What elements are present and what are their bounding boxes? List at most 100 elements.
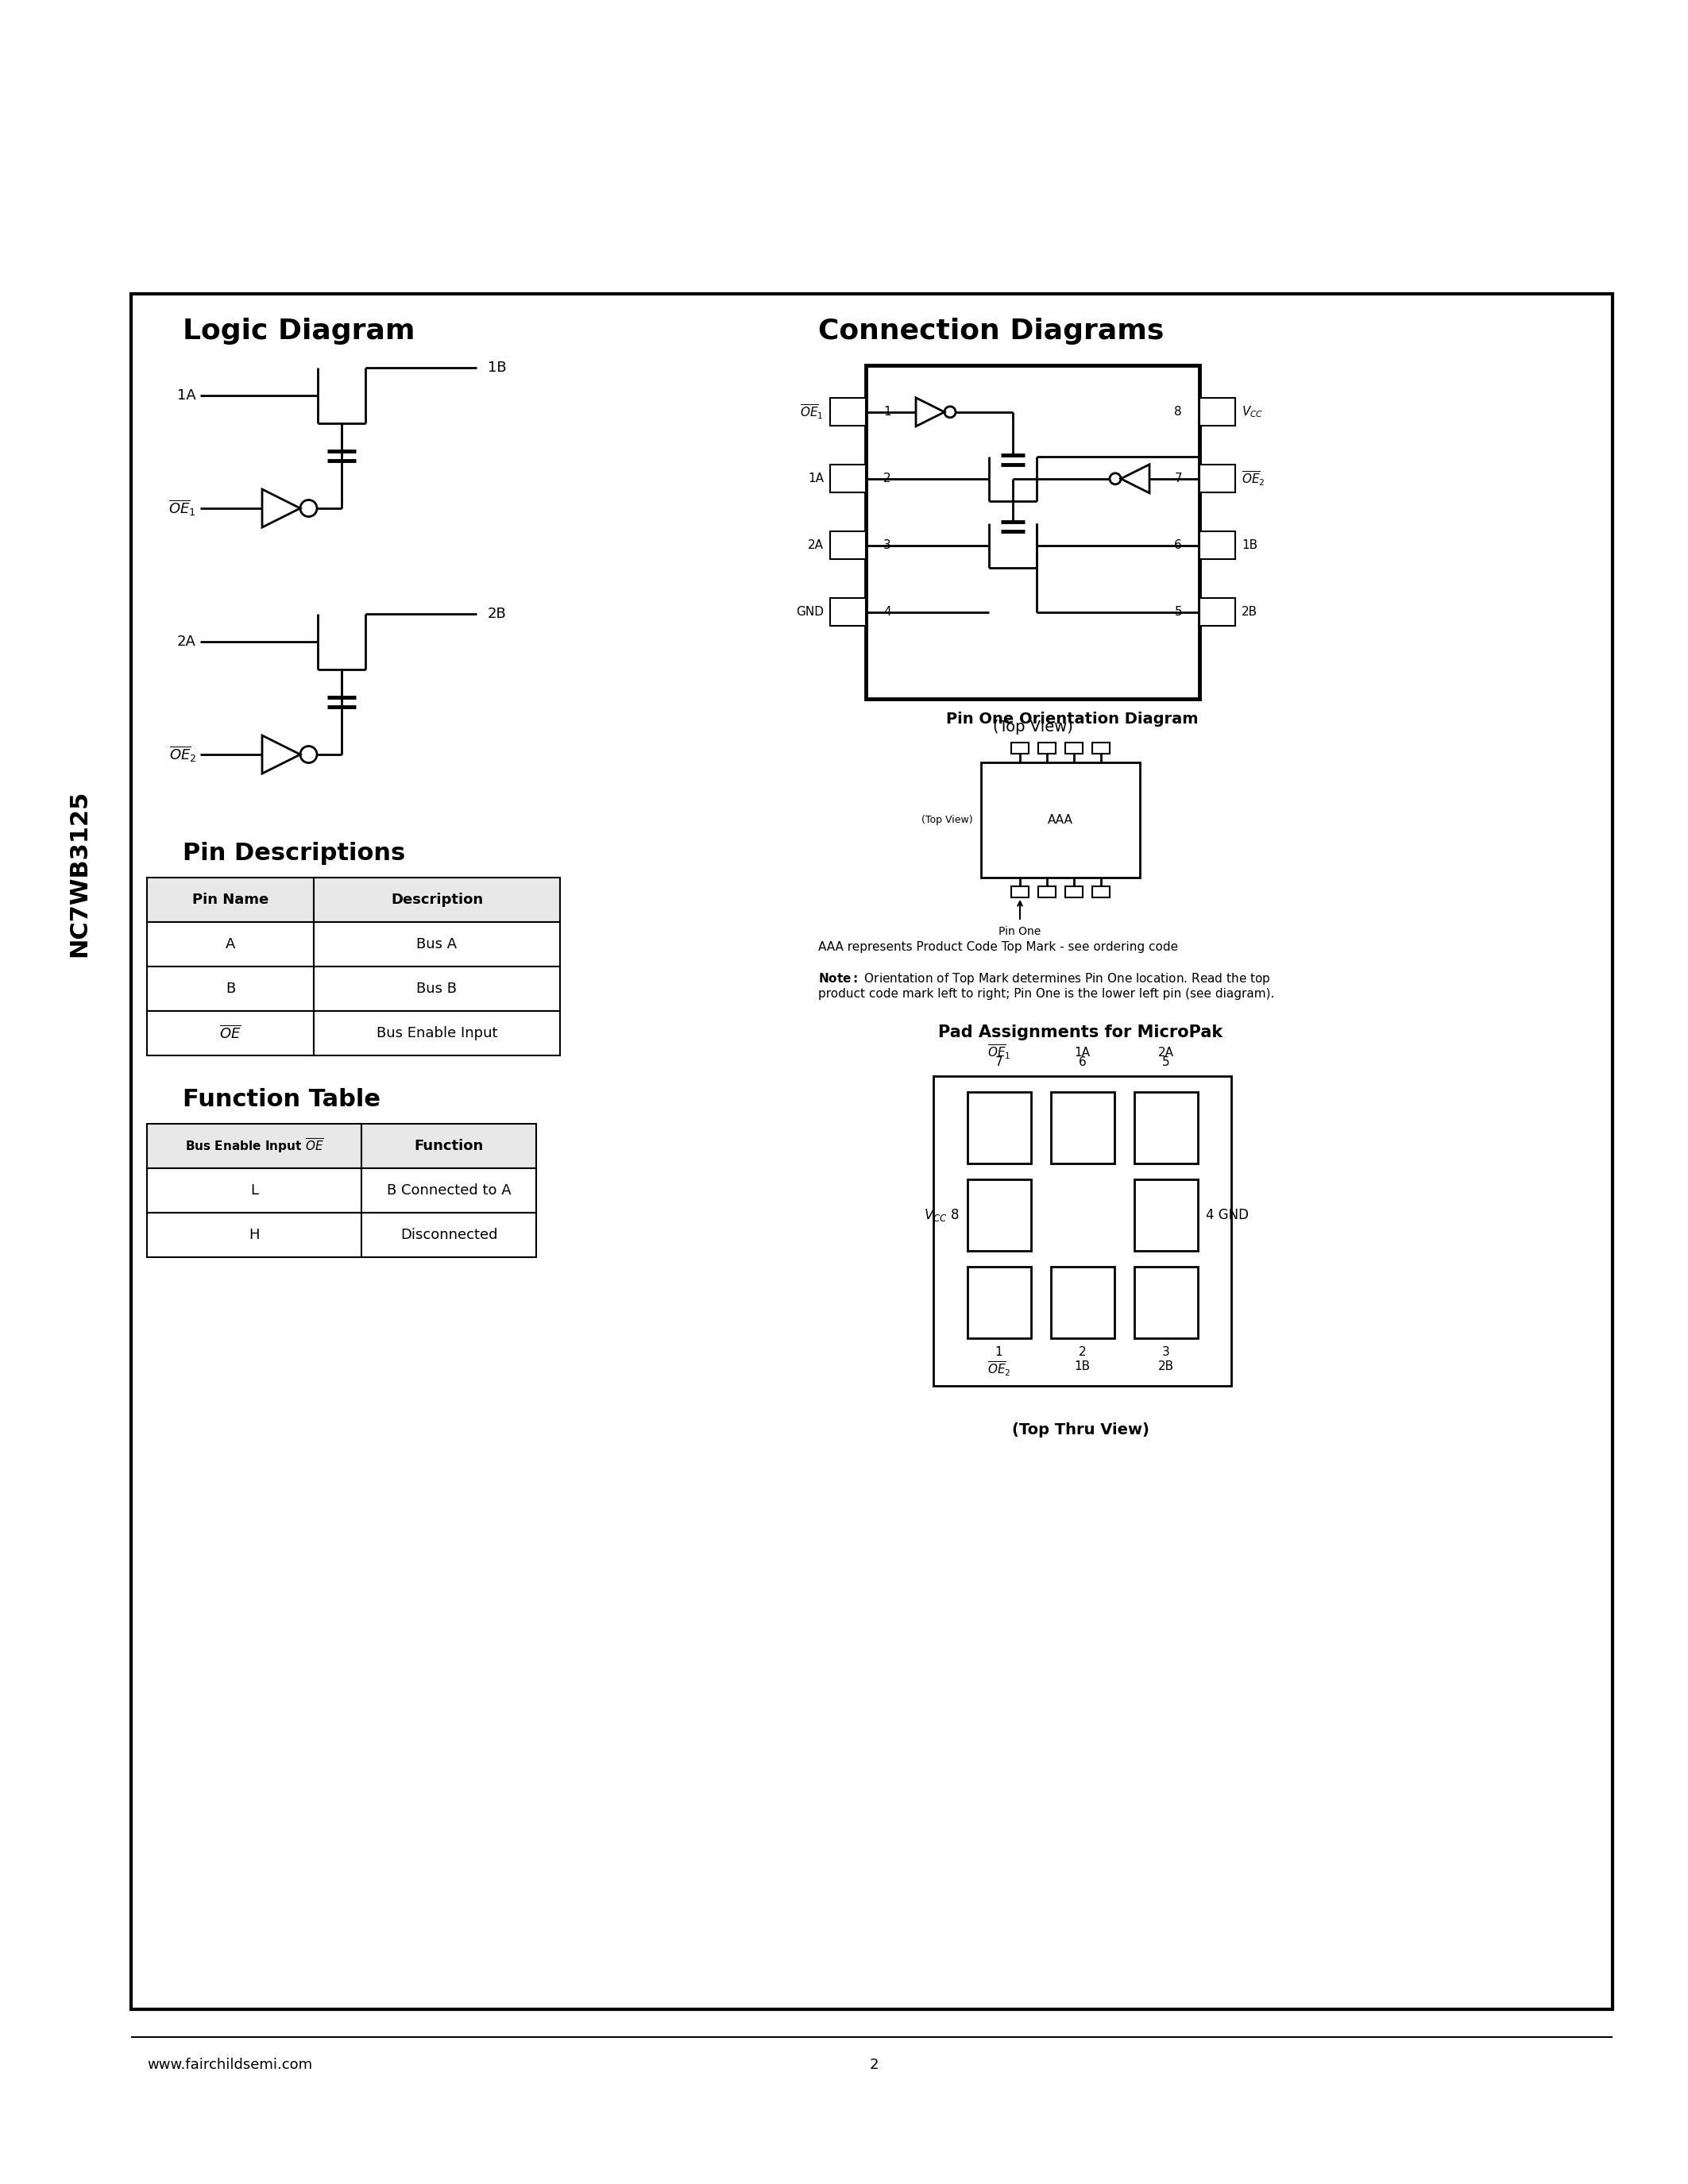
Bar: [981, 762, 1139, 878]
Text: $\bf{Note:}$ Orientation of Top Mark determines Pin One location. Read the top
p: $\bf{Note:}$ Orientation of Top Mark det…: [819, 972, 1274, 1000]
Text: 2A: 2A: [809, 539, 824, 550]
Bar: [361, 1168, 537, 1212]
Text: 6: 6: [1175, 539, 1182, 550]
Bar: [830, 598, 866, 627]
Text: 1A: 1A: [809, 472, 824, 485]
Text: 1B: 1B: [488, 360, 506, 376]
Text: (Top View): (Top View): [993, 719, 1074, 734]
Bar: [1038, 887, 1055, 898]
Text: $\overline{OE}_2$: $\overline{OE}_2$: [1242, 470, 1264, 487]
Bar: [1092, 743, 1109, 753]
Bar: [314, 922, 560, 968]
Text: 1B: 1B: [1074, 1361, 1090, 1372]
Bar: [933, 1077, 1231, 1387]
Bar: [147, 1125, 361, 1168]
Text: Bus Enable Input $\overline{OE}$: Bus Enable Input $\overline{OE}$: [184, 1138, 324, 1155]
Text: 2B: 2B: [1242, 607, 1258, 618]
Text: Pin One: Pin One: [999, 926, 1041, 937]
Bar: [147, 1212, 361, 1258]
Text: $\overline{OE}_1$: $\overline{OE}_1$: [169, 498, 196, 518]
Text: Pin Descriptions: Pin Descriptions: [182, 841, 405, 865]
Bar: [866, 365, 1200, 699]
Text: 4: 4: [883, 607, 891, 618]
Text: Bus Enable Input: Bus Enable Input: [376, 1026, 498, 1040]
Text: AAA represents Product Code Top Mark - see ordering code: AAA represents Product Code Top Mark - s…: [819, 941, 1178, 952]
Bar: [1011, 743, 1028, 753]
Text: Disconnected: Disconnected: [400, 1227, 498, 1243]
Text: 2: 2: [1079, 1345, 1085, 1358]
Bar: [1134, 1179, 1197, 1251]
Text: 2: 2: [869, 2057, 878, 2073]
Text: 2A: 2A: [1158, 1046, 1173, 1059]
Bar: [1065, 743, 1082, 753]
Bar: [967, 1092, 1031, 1164]
Bar: [967, 1179, 1031, 1251]
Text: $V_{CC}$ 8: $V_{CC}$ 8: [923, 1208, 959, 1223]
Text: Pin Name: Pin Name: [192, 893, 268, 906]
Bar: [830, 531, 866, 559]
Text: www.fairchildsemi.com: www.fairchildsemi.com: [147, 2057, 312, 2073]
Text: B: B: [226, 981, 235, 996]
Text: 1A: 1A: [1074, 1046, 1090, 1059]
Bar: [314, 878, 560, 922]
Text: H: H: [248, 1227, 260, 1243]
Bar: [1134, 1267, 1197, 1339]
Text: B Connected to A: B Connected to A: [387, 1184, 511, 1197]
Bar: [830, 397, 866, 426]
Text: AAA: AAA: [1048, 815, 1074, 826]
Bar: [361, 1212, 537, 1258]
Bar: [1134, 1092, 1197, 1164]
Bar: [147, 968, 314, 1011]
Bar: [147, 922, 314, 968]
Bar: [1200, 598, 1236, 627]
Text: Logic Diagram: Logic Diagram: [182, 317, 415, 345]
Bar: [314, 968, 560, 1011]
Bar: [1200, 465, 1236, 494]
Bar: [967, 1267, 1031, 1339]
Bar: [147, 1168, 361, 1212]
Bar: [361, 1125, 537, 1168]
Text: Bus A: Bus A: [417, 937, 457, 952]
Text: 2A: 2A: [177, 636, 196, 649]
Text: Function Table: Function Table: [182, 1088, 380, 1112]
Text: 1A: 1A: [177, 389, 196, 402]
Bar: [1200, 397, 1236, 426]
Text: GND: GND: [797, 607, 824, 618]
Bar: [1038, 743, 1055, 753]
Bar: [132, 295, 1612, 2009]
Text: 7: 7: [1175, 472, 1182, 485]
Bar: [314, 1011, 560, 1055]
Text: 6: 6: [1079, 1057, 1085, 1068]
Bar: [1050, 1092, 1114, 1164]
Text: 1B: 1B: [1242, 539, 1258, 550]
Text: 2: 2: [883, 472, 891, 485]
Bar: [1011, 887, 1028, 898]
Bar: [1050, 1267, 1114, 1339]
Text: L: L: [250, 1184, 258, 1197]
Text: Pin One Orientation Diagram: Pin One Orientation Diagram: [947, 712, 1198, 727]
Bar: [1065, 887, 1082, 898]
Text: 3: 3: [1161, 1345, 1170, 1358]
Text: Function: Function: [414, 1138, 483, 1153]
Bar: [147, 878, 314, 922]
Bar: [147, 1011, 314, 1055]
Text: $\overline{OE}_2$: $\overline{OE}_2$: [169, 745, 196, 764]
Text: Connection Diagrams: Connection Diagrams: [819, 317, 1165, 345]
Text: $\overline{OE}_1$: $\overline{OE}_1$: [987, 1044, 1011, 1061]
Text: $\overline{OE}_1$: $\overline{OE}_1$: [800, 404, 824, 422]
Text: $V_{CC}$: $V_{CC}$: [1242, 404, 1263, 419]
Text: $\overline{OE}_2$: $\overline{OE}_2$: [987, 1361, 1011, 1378]
Text: Pad Assignments for MicroPak: Pad Assignments for MicroPak: [939, 1024, 1222, 1040]
Text: A: A: [226, 937, 235, 952]
Text: 3: 3: [883, 539, 891, 550]
Text: 1: 1: [883, 406, 891, 417]
Text: 8: 8: [1175, 406, 1182, 417]
Text: 5: 5: [1161, 1057, 1170, 1068]
Text: (Top View): (Top View): [922, 815, 972, 826]
Bar: [1092, 887, 1109, 898]
Text: 2B: 2B: [1158, 1361, 1173, 1372]
Text: (Top Thru View): (Top Thru View): [1011, 1422, 1150, 1437]
Bar: [1200, 531, 1236, 559]
Text: 5: 5: [1175, 607, 1182, 618]
Text: NC7WB3125: NC7WB3125: [68, 791, 91, 957]
